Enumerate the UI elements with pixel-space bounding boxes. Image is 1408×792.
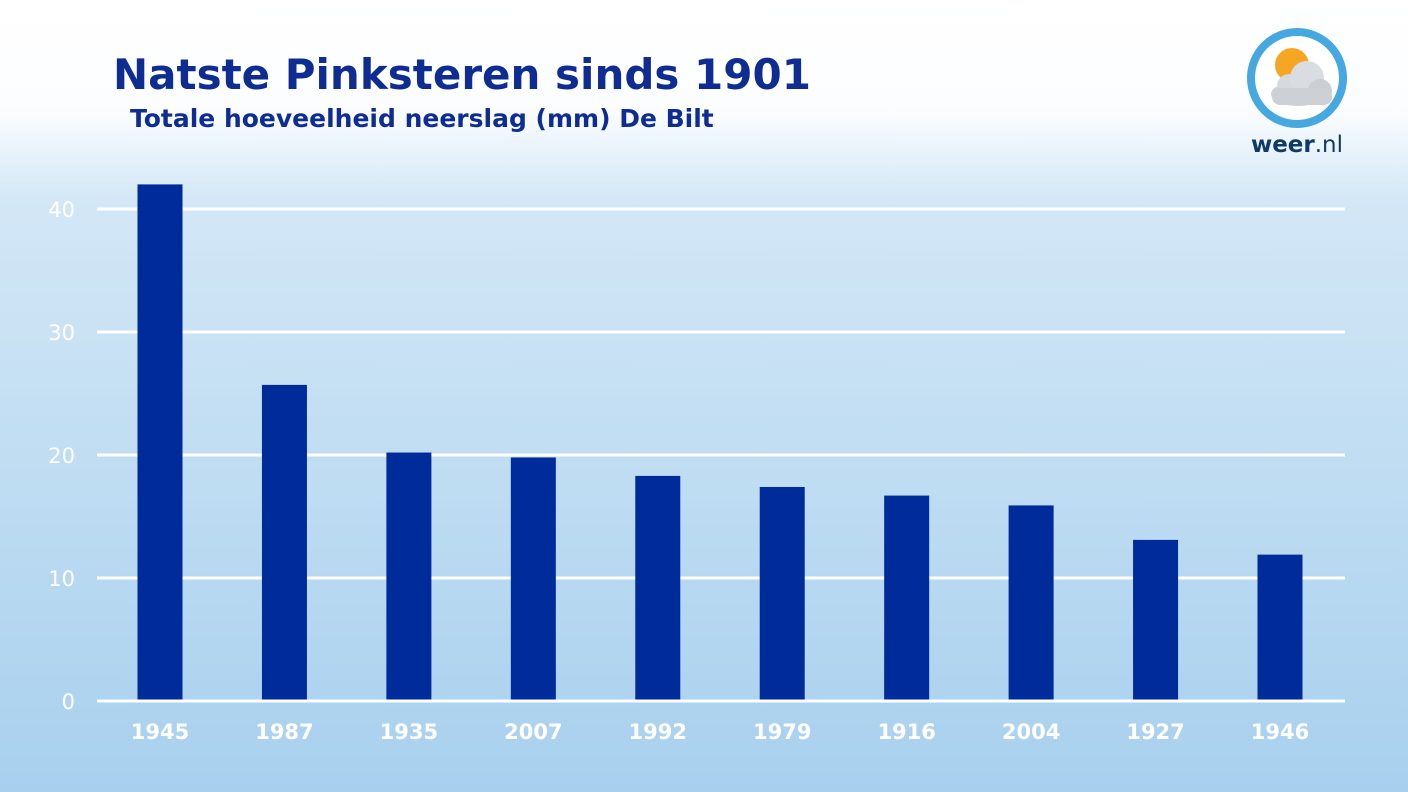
y-axis-tick-labels: 0 10 20 30 40	[48, 198, 75, 714]
x-tick-label: 1945	[131, 720, 189, 744]
x-tick-label: 2007	[504, 720, 562, 744]
x-tick-label: 1935	[380, 720, 438, 744]
weer-nl-logo: weer.nl	[1242, 24, 1352, 164]
y-tick-label: 10	[48, 567, 75, 591]
bar	[510, 457, 556, 701]
logo-wordmark: weer.nl	[1242, 132, 1352, 158]
bar	[884, 495, 930, 701]
y-tick-label: 20	[48, 444, 75, 468]
bar	[1008, 505, 1054, 701]
bar	[1257, 554, 1303, 701]
x-tick-label: 1992	[629, 720, 687, 744]
chart-subtitle: Totale hoeveelheid neerslag (mm) De Bilt	[130, 104, 714, 133]
bar	[1133, 539, 1179, 701]
bar	[137, 184, 183, 701]
logo-brand-rest: .nl	[1314, 132, 1344, 158]
bar	[261, 384, 307, 701]
bar	[759, 486, 805, 701]
bar	[386, 452, 432, 701]
x-tick-label: 1979	[753, 720, 811, 744]
x-tick-label: 1987	[255, 720, 313, 744]
x-tick-label: 1916	[877, 720, 935, 744]
bar	[635, 475, 681, 701]
x-tick-label: 1927	[1126, 720, 1184, 744]
sun-behind-cloud-icon	[1247, 28, 1347, 128]
y-tick-label: 40	[48, 198, 75, 222]
x-tick-label: 2004	[1002, 720, 1060, 744]
x-axis-tick-labels: 1945 1987 1935 2007 1992 1979 1916 2004 1927 1946	[131, 720, 1309, 744]
logo-brand-bold: weer	[1250, 132, 1315, 158]
bars	[97, 184, 1345, 703]
chart-title: Natste Pinksteren sinds 1901	[113, 50, 811, 99]
cloud-shape	[1271, 61, 1332, 106]
y-tick-label: 30	[48, 321, 75, 345]
y-tick-label: 0	[62, 690, 75, 714]
x-tick-label: 1946	[1251, 720, 1309, 744]
